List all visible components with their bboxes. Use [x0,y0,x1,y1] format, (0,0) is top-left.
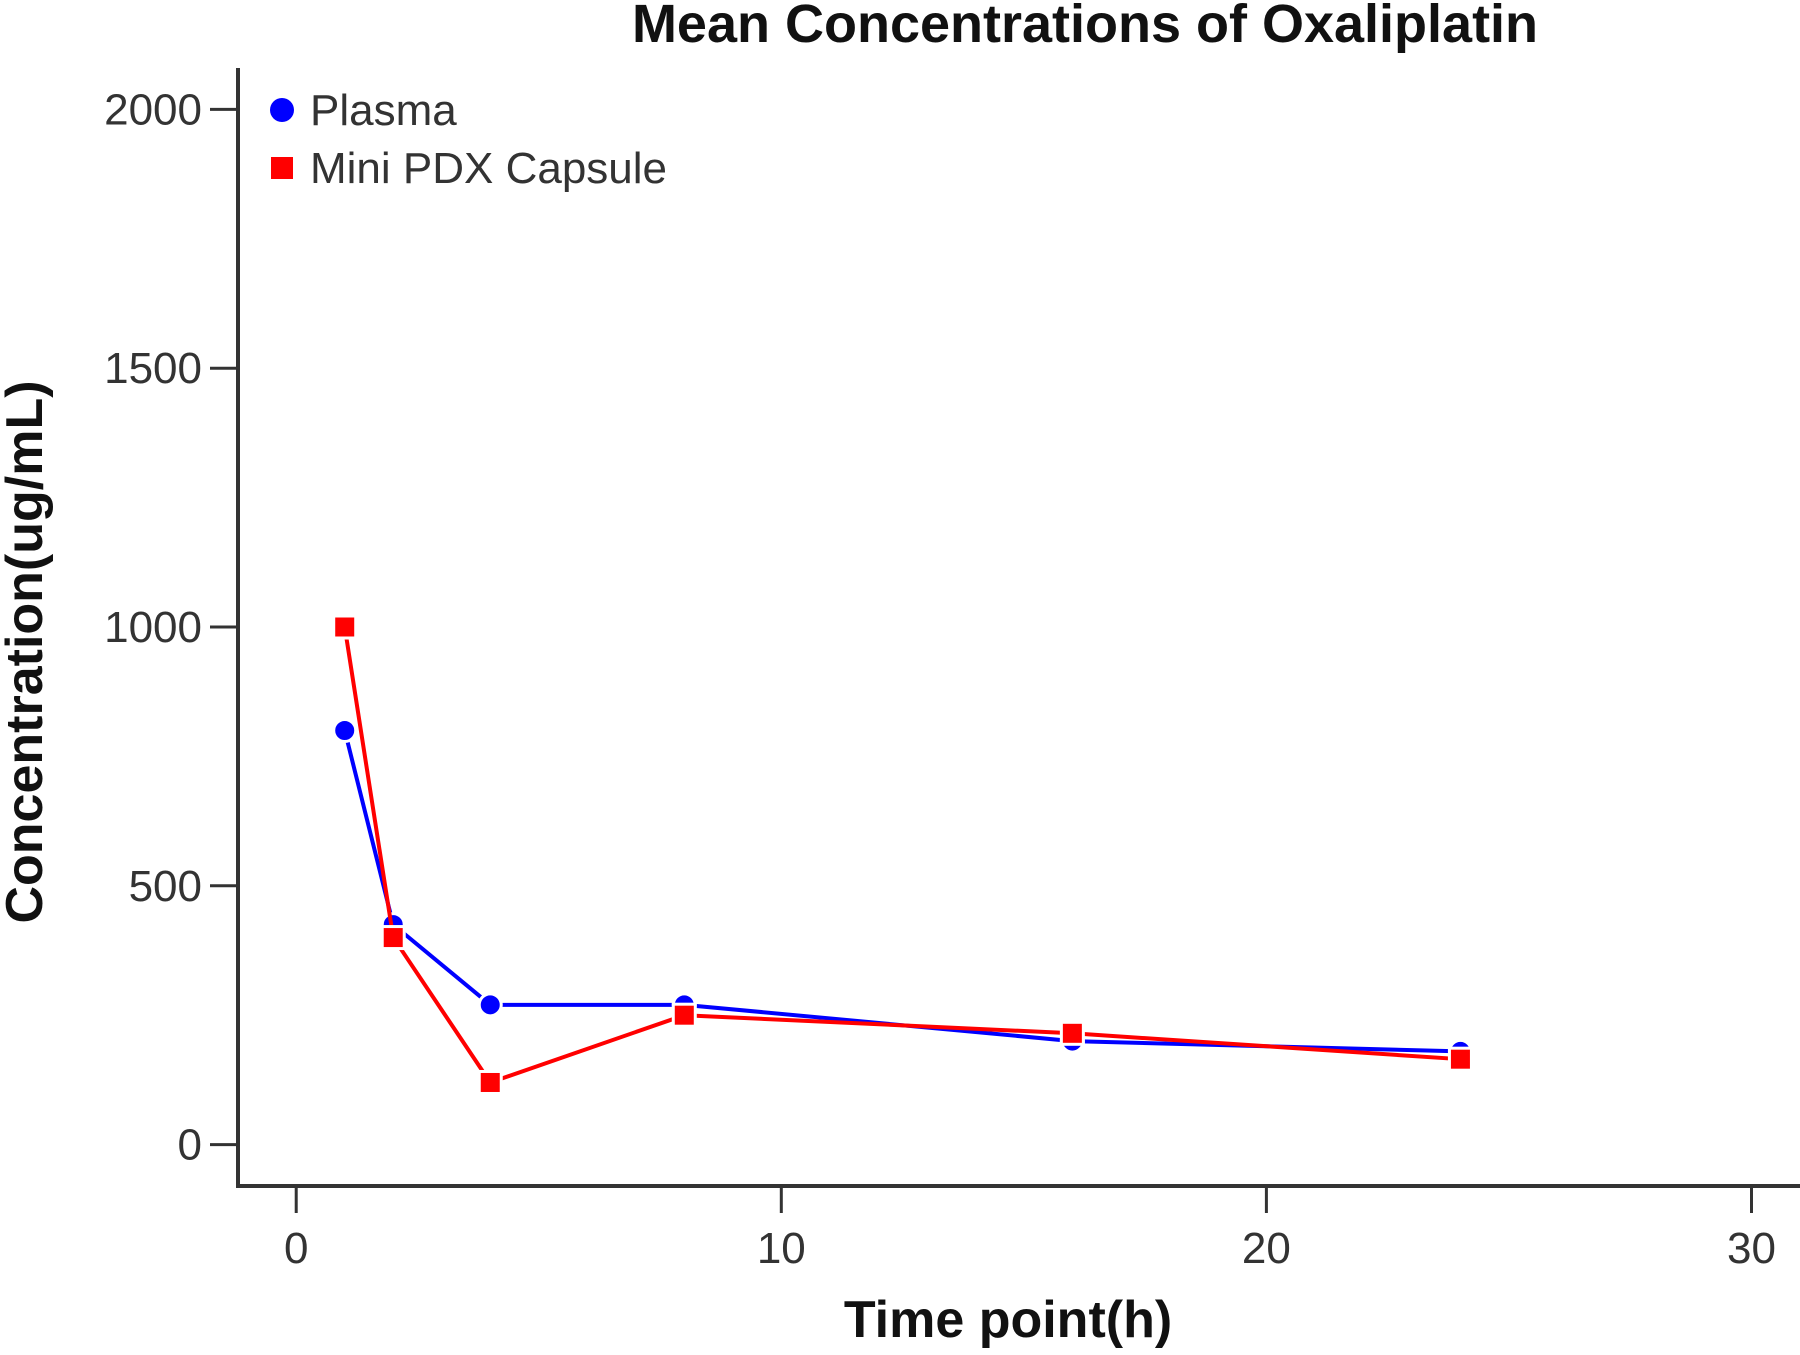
data-point-mini-pdx-capsule [1447,1046,1473,1072]
x-axis-label: Time point(h) [844,1291,1172,1349]
legend: Plasma Mini PDX Capsule [270,86,667,193]
x-tick-label: 10 [757,1224,806,1273]
y-tick-label: 0 [178,1121,202,1170]
y-tick-label: 500 [129,862,202,911]
series-line-mini-pdx-capsule [342,626,1461,1085]
data-point-mini-pdx-capsule [477,1069,503,1095]
data-point-mini-pdx-capsule [380,925,406,951]
x-tick-label: 30 [1727,1224,1776,1273]
data-point-plasma [477,992,503,1018]
legend-marker-mini-pdx-capsule [271,157,293,179]
data-point-mini-pdx-capsule [332,614,358,640]
series-mini-pdx-capsule [332,614,1473,1095]
legend-label-mini-pdx-capsule: Mini PDX Capsule [310,144,667,193]
chart-title: Mean Concentrations of Oxaliplatin [632,0,1538,54]
series-layer [332,614,1473,1095]
data-point-plasma [332,718,358,744]
data-point-mini-pdx-capsule [671,1002,697,1028]
y-axis-ticks: 0 500 1000 1500 2000 [104,85,238,1170]
y-axis-label: Concentration(ug/mL) [0,380,54,923]
data-point-mini-pdx-capsule [1059,1020,1085,1046]
series-plasma [332,718,1473,1064]
x-axis-ticks: 0 10 20 30 [284,1186,1776,1273]
y-tick-label: 1500 [104,344,202,393]
legend-marker-plasma [270,98,294,122]
y-tick-label: 1000 [104,603,202,652]
series-line-plasma [342,730,1461,1054]
y-tick-label: 2000 [104,85,202,134]
x-tick-label: 20 [1242,1224,1291,1273]
legend-label-plasma: Plasma [310,86,457,135]
x-tick-label: 0 [284,1224,308,1273]
